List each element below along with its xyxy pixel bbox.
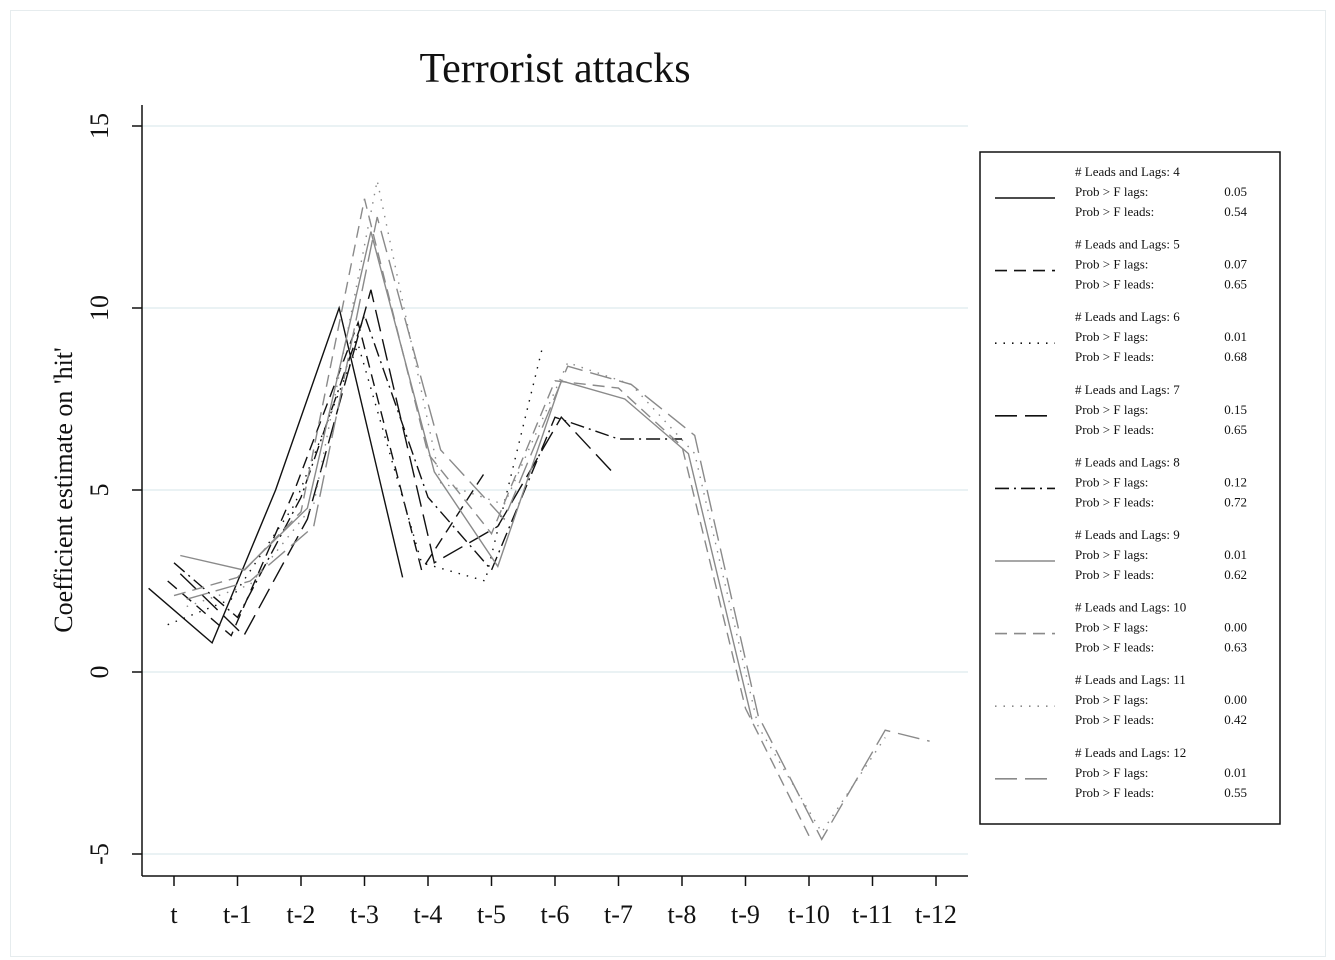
legend-prob-lags-value: 0.07	[1224, 257, 1247, 272]
legend-prob-leads-value: 0.65	[1224, 277, 1247, 292]
legend-prob-leads-label: Prob > F leads:	[1075, 204, 1154, 219]
legend-leads-lags: # Leads and Lags: 9	[1075, 527, 1180, 542]
y-tick-label: 15	[85, 113, 114, 139]
legend-leads-lags: # Leads and Lags: 7	[1075, 382, 1180, 397]
x-tick-label: t-4	[414, 900, 443, 929]
legend-prob-lags-value: 0.05	[1224, 184, 1247, 199]
legend-prob-lags-label: Prob > F lags:	[1075, 184, 1148, 199]
legend-prob-leads-value: 0.54	[1224, 204, 1247, 219]
y-tick-label: 0	[85, 666, 114, 679]
series-line-11	[186, 180, 886, 834]
legend-prob-lags-value: 0.15	[1224, 402, 1247, 417]
legend-prob-lags-label: Prob > F lags:	[1075, 692, 1148, 707]
legend-prob-leads-label: Prob > F leads:	[1075, 567, 1154, 582]
series-line-6	[167, 342, 543, 626]
y-tick-label: 5	[85, 484, 114, 497]
legend-prob-lags-label: Prob > F lags:	[1075, 474, 1148, 489]
legend-prob-leads-label: Prob > F leads:	[1075, 640, 1154, 655]
legend-leads-lags: # Leads and Lags: 12	[1075, 745, 1186, 760]
legend-leads-lags: # Leads and Lags: 8	[1075, 454, 1180, 469]
x-tick-label: t-9	[731, 900, 760, 929]
legend-prob-lags-label: Prob > F lags:	[1075, 547, 1148, 562]
x-tick-label: t-5	[477, 900, 506, 929]
legend-prob-leads-label: Prob > F leads:	[1075, 277, 1154, 292]
x-tick-label: t-10	[788, 900, 830, 929]
x-tick-label: t-2	[287, 900, 316, 929]
legend-prob-leads-value: 0.62	[1224, 567, 1247, 582]
series-line-7	[179, 289, 613, 637]
y-tick-label: -5	[85, 843, 114, 865]
legend-leads-lags: # Leads and Lags: 10	[1075, 600, 1186, 615]
legend-prob-leads-value: 0.68	[1224, 349, 1247, 364]
legend-prob-lags-value: 0.12	[1224, 474, 1247, 489]
x-tick-label: t-8	[668, 900, 697, 929]
legend-prob-leads-label: Prob > F leads:	[1075, 494, 1154, 509]
legend-leads-lags: # Leads and Lags: 5	[1075, 237, 1180, 252]
x-tick-label: t-1	[223, 900, 252, 929]
x-tick-label: t-6	[541, 900, 570, 929]
y-tick-label: 10	[85, 295, 114, 321]
x-tick-label: t-7	[604, 900, 633, 929]
legend-prob-lags-label: Prob > F lags:	[1075, 329, 1148, 344]
legend-prob-lags-value: 0.01	[1224, 765, 1247, 780]
chart-title: Terrorist attacks	[419, 46, 691, 92]
legend-prob-leads-label: Prob > F leads:	[1075, 422, 1154, 437]
legend-prob-lags-value: 0.00	[1224, 620, 1247, 635]
legend-prob-leads-label: Prob > F leads:	[1075, 349, 1154, 364]
legend-prob-leads-value: 0.65	[1224, 422, 1247, 437]
legend-prob-lags-label: Prob > F lags:	[1075, 402, 1148, 417]
legend-prob-leads-value: 0.42	[1224, 712, 1247, 727]
legend-prob-lags-label: Prob > F lags:	[1075, 765, 1148, 780]
legend-prob-lags-value: 0.01	[1224, 547, 1247, 562]
legend-prob-leads-label: Prob > F leads:	[1075, 785, 1154, 800]
series-line-10	[173, 198, 810, 837]
x-tick-label: t-12	[915, 900, 957, 929]
legend-prob-lags-label: Prob > F lags:	[1075, 257, 1148, 272]
x-tick-label: t-11	[852, 900, 893, 929]
legend-prob-leads-label: Prob > F leads:	[1075, 712, 1154, 727]
series-line-5	[167, 320, 486, 637]
legend-leads-lags: # Leads and Lags: 4	[1075, 164, 1180, 179]
legend-prob-lags-value: 0.01	[1224, 329, 1247, 344]
legend-leads-lags: # Leads and Lags: 11	[1075, 672, 1186, 687]
series-line-4	[148, 305, 404, 645]
x-tick-label: t-3	[350, 900, 379, 929]
legend-prob-leads-value: 0.72	[1224, 494, 1247, 509]
legend-leads-lags: # Leads and Lags: 6	[1075, 309, 1180, 324]
legend-prob-leads-value: 0.63	[1224, 640, 1247, 655]
legend-prob-lags-value: 0.00	[1224, 692, 1247, 707]
legend-prob-lags-label: Prob > F lags:	[1075, 620, 1148, 635]
y-axis-label: Coefficient estimate on 'hit'	[49, 347, 78, 632]
series-line-9	[180, 231, 753, 720]
series-line-8	[173, 313, 682, 619]
series-line-12	[186, 216, 930, 841]
x-tick-label: t	[170, 900, 178, 929]
legend-prob-leads-value: 0.55	[1224, 785, 1247, 800]
